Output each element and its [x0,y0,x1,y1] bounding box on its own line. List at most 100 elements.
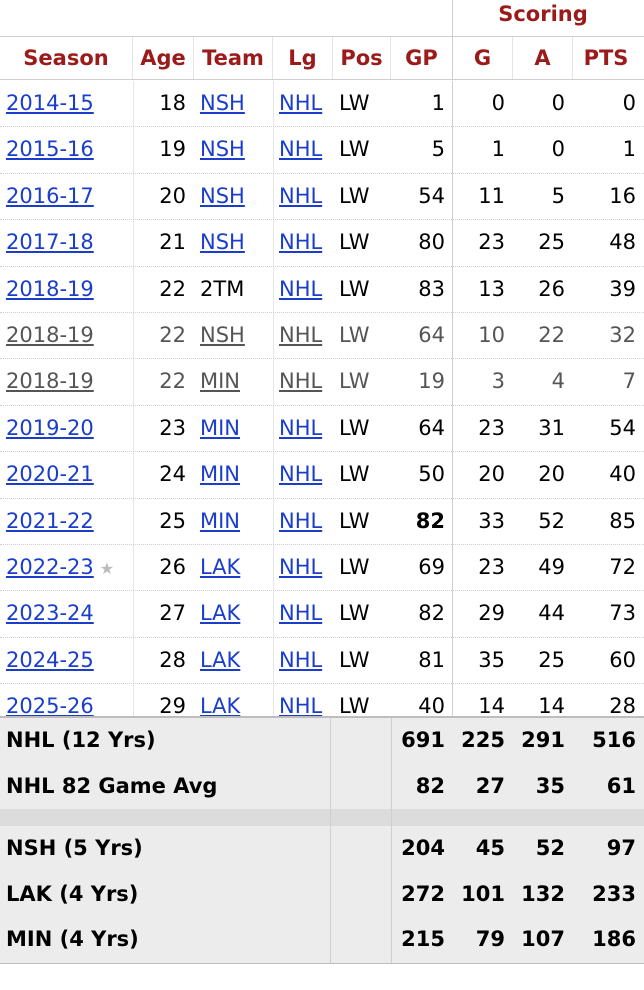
season-cell[interactable]: 2014-15 [0,81,133,126]
league-cell[interactable]: NHL [273,406,333,451]
team-cell-link[interactable]: LAK [200,554,241,579]
league-cell-link[interactable]: NHL [279,508,323,533]
league-cell-link[interactable]: NHL [279,230,323,255]
season-cell-link[interactable]: 2018-19 [6,322,94,347]
team-cell-link[interactable]: NSH [200,322,245,347]
team-cell-link[interactable]: LAK [200,647,241,672]
season-cell-link[interactable]: 2019-20 [6,415,94,440]
season-cell-link[interactable]: 2023-24 [6,601,94,626]
league-cell-link[interactable]: NHL [279,554,323,579]
team-cell-link[interactable]: LAK [200,601,241,626]
season-cell[interactable]: 2024-25 [0,638,133,683]
league-cell[interactable]: NHL [273,359,333,404]
league-cell-link[interactable]: NHL [279,601,323,626]
points-cell: 54 [609,415,636,440]
team-cell[interactable]: NSH [194,81,273,126]
team-cell-link[interactable]: MIN [200,369,241,394]
season-cell-link[interactable]: 2014-15 [6,91,94,115]
season-cell-link[interactable]: 2022-23 [6,554,94,579]
team-cell-link[interactable]: NSH [200,91,245,115]
league-cell-link[interactable]: NHL [279,462,323,487]
header-a[interactable]: A [513,37,573,79]
league-cell-link[interactable]: NHL [279,91,323,115]
header-pos[interactable]: Pos [333,37,391,79]
header-lg[interactable]: Lg [273,37,333,79]
season-cell[interactable]: 2015-16 [0,127,133,172]
league-cell[interactable]: NHL [273,220,333,265]
league-cell-link[interactable]: NHL [279,369,323,394]
header-age[interactable]: Age [133,37,194,79]
team-cell[interactable]: NSH [194,220,273,265]
season-cell[interactable]: 2019-20 [0,406,133,451]
team-cell[interactable]: MIN [194,359,273,404]
team-cell-link[interactable]: MIN [200,462,241,487]
gp-total: 82 [415,773,445,798]
team-cell[interactable]: LAK [194,545,273,590]
team-cell[interactable]: LAK [194,591,273,636]
gp-cell: 40 [418,694,445,719]
team-cell-link[interactable]: NSH [200,137,245,162]
season-cell-link[interactable]: 2015-16 [6,137,94,162]
goals-cell: 10 [478,322,505,347]
season-cell-link[interactable]: 2021-22 [6,508,94,533]
header-season[interactable]: Season [0,37,133,79]
age-cell: 25 [159,508,186,533]
league-cell[interactable]: NHL [273,174,333,219]
header-team[interactable]: Team [194,37,273,79]
season-cell[interactable]: 2022-23 ★ [0,545,133,590]
team-cell[interactable]: NSH [194,127,273,172]
season-cell-link[interactable]: 2025-26 [6,694,94,719]
league-cell[interactable]: NHL [273,499,333,544]
team-cell[interactable]: MIN [194,452,273,497]
league-cell[interactable]: NHL [273,452,333,497]
team-cell[interactable]: LAK [194,684,273,729]
team-cell[interactable]: NSH [194,313,273,358]
season-cell[interactable]: 2021-22 [0,499,133,544]
season-cell[interactable]: 2018-19 [0,267,133,312]
league-cell[interactable]: NHL [273,127,333,172]
header-gp[interactable]: GP [391,37,453,79]
season-cell-link[interactable]: 2024-25 [6,647,94,672]
league-cell[interactable]: NHL [273,545,333,590]
award-star-icon: ★ [99,558,115,578]
season-cell[interactable]: 2025-26 [0,684,133,729]
season-cell-link[interactable]: 2020-21 [6,462,94,487]
league-cell-link[interactable]: NHL [279,137,323,162]
league-cell-link[interactable]: NHL [279,647,323,672]
league-cell[interactable]: NHL [273,591,333,636]
league-cell-link[interactable]: NHL [279,694,323,719]
season-cell[interactable]: 2018-19 [0,313,133,358]
age-cell: 22 [159,369,186,394]
season-cell[interactable]: 2020-21 [0,452,133,497]
goals-total: 79 [475,927,505,951]
season-cell-link[interactable]: 2016-17 [6,183,94,208]
league-cell[interactable]: NHL [273,638,333,683]
team-cell-link[interactable]: MIN [200,415,241,440]
team-cell-link[interactable]: LAK [200,694,241,719]
league-cell[interactable]: NHL [273,684,333,729]
league-cell-link[interactable]: NHL [279,183,323,208]
team-cell[interactable]: MIN [194,499,273,544]
league-cell-link[interactable]: NHL [279,415,323,440]
season-cell[interactable]: 2016-17 [0,174,133,219]
header-pts[interactable]: PTS [583,46,629,70]
league-cell-link[interactable]: NHL [279,322,323,347]
team-cell-link[interactable]: MIN [200,508,241,533]
league-cell-link[interactable]: NHL [279,276,323,301]
team-cell[interactable]: LAK [194,638,273,683]
league-cell[interactable]: NHL [273,267,333,312]
header-g[interactable]: G [453,37,513,79]
season-cell[interactable]: 2017-18 [0,220,133,265]
team-cell-link[interactable]: NSH [200,183,245,208]
team-cell-link[interactable]: NSH [200,230,245,255]
season-cell-link[interactable]: 2018-19 [6,276,94,301]
team-cell[interactable]: MIN [194,406,273,451]
season-cell-link[interactable]: 2018-19 [6,369,94,394]
goals-cell: 29 [478,601,505,626]
season-cell[interactable]: 2023-24 [0,591,133,636]
league-cell[interactable]: NHL [273,81,333,126]
team-cell[interactable]: NSH [194,174,273,219]
season-cell[interactable]: 2018-19 [0,359,133,404]
league-cell[interactable]: NHL [273,313,333,358]
season-cell-link[interactable]: 2017-18 [6,230,94,255]
